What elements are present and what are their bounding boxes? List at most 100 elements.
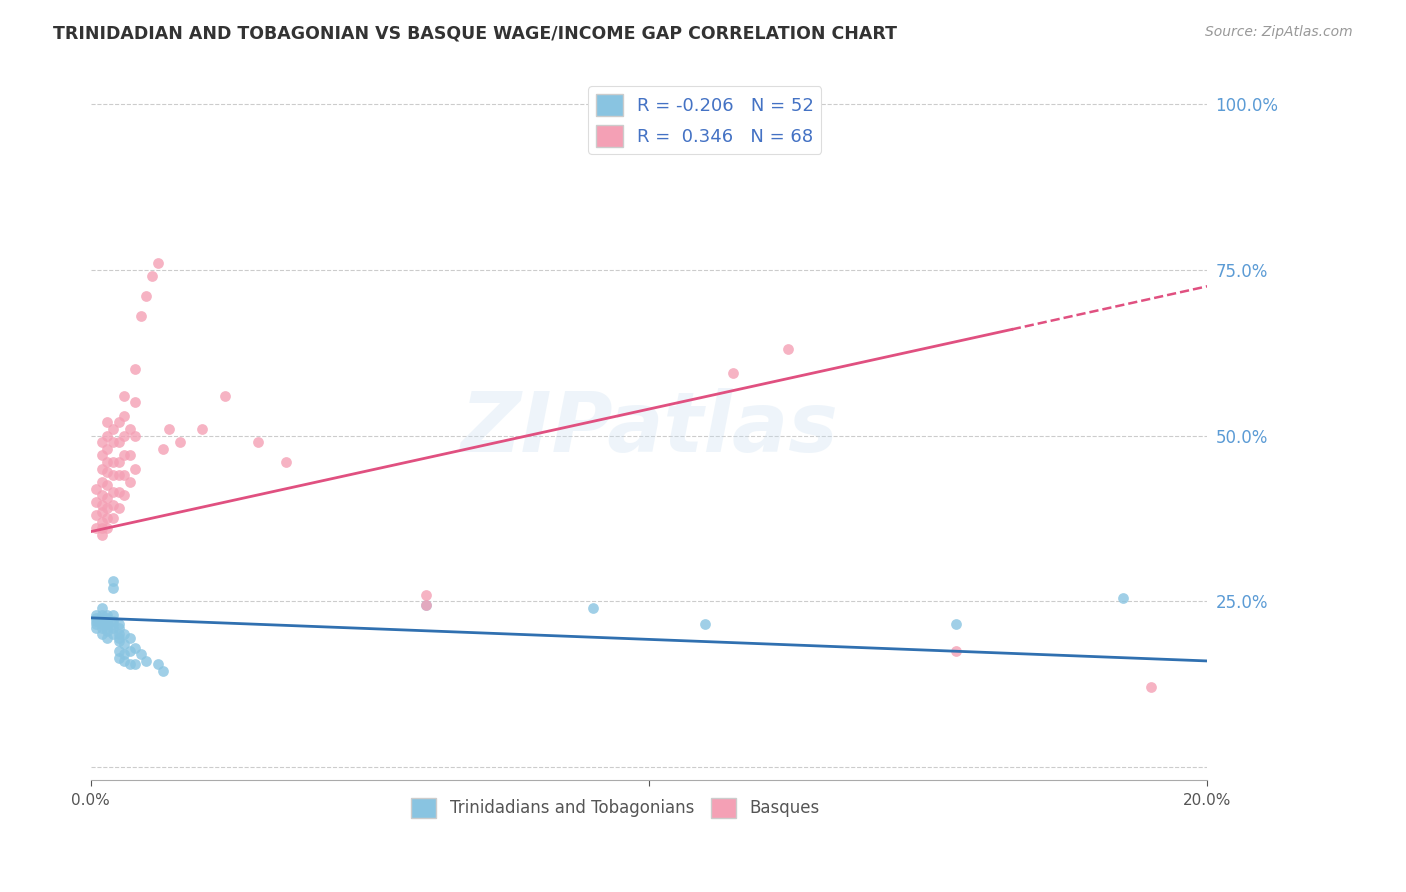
Point	[118, 449, 141, 463]
Point	[101, 621, 124, 635]
Point	[107, 501, 129, 516]
Point	[112, 654, 135, 668]
Point	[141, 269, 163, 284]
Point	[169, 435, 191, 450]
Point	[107, 644, 129, 658]
Point	[84, 621, 107, 635]
Point	[112, 468, 135, 483]
Point	[124, 362, 146, 376]
Point	[118, 422, 141, 436]
Legend: Trinidadians and Tobagonians, Basques: Trinidadians and Tobagonians, Basques	[405, 791, 827, 825]
Point	[84, 611, 107, 625]
Point	[101, 422, 124, 436]
Point	[101, 455, 124, 469]
Point	[90, 505, 112, 519]
Point	[90, 461, 112, 475]
Point	[101, 484, 124, 499]
Point	[101, 617, 124, 632]
Point	[96, 511, 118, 525]
Point	[96, 614, 118, 628]
Point	[90, 601, 112, 615]
Point	[90, 621, 112, 635]
Point	[101, 511, 124, 525]
Point	[124, 395, 146, 409]
Point	[90, 614, 112, 628]
Point	[135, 654, 157, 668]
Point	[101, 627, 124, 641]
Point	[146, 657, 169, 672]
Point	[112, 389, 135, 403]
Point	[107, 468, 129, 483]
Point	[129, 309, 152, 323]
Point	[945, 644, 967, 658]
Point	[96, 624, 118, 639]
Point	[101, 607, 124, 622]
Point	[112, 648, 135, 662]
Point	[90, 449, 112, 463]
Point	[415, 588, 437, 602]
Text: ZIPatlas: ZIPatlas	[460, 388, 838, 469]
Point	[107, 650, 129, 665]
Point	[84, 607, 107, 622]
Point	[415, 598, 437, 612]
Point	[107, 634, 129, 648]
Point	[96, 428, 118, 442]
Point	[96, 617, 118, 632]
Point	[96, 607, 118, 622]
Point	[96, 621, 118, 635]
Point	[157, 422, 180, 436]
Point	[101, 435, 124, 450]
Point	[90, 475, 112, 489]
Point	[112, 488, 135, 502]
Point	[90, 498, 112, 512]
Point	[693, 617, 716, 632]
Point	[415, 598, 437, 612]
Point	[90, 611, 112, 625]
Point	[124, 428, 146, 442]
Point	[107, 435, 129, 450]
Point	[191, 422, 214, 436]
Point	[101, 574, 124, 589]
Point	[112, 409, 135, 423]
Point	[107, 621, 129, 635]
Point	[107, 617, 129, 632]
Point	[90, 488, 112, 502]
Point	[84, 521, 107, 535]
Point	[247, 435, 270, 450]
Point	[84, 495, 107, 509]
Text: Source: ZipAtlas.com: Source: ZipAtlas.com	[1205, 25, 1353, 39]
Point	[107, 484, 129, 499]
Point	[107, 627, 129, 641]
Point	[84, 614, 107, 628]
Point	[96, 617, 118, 632]
Point	[90, 617, 112, 632]
Point	[112, 428, 135, 442]
Point	[152, 442, 174, 456]
Point	[90, 435, 112, 450]
Point	[118, 475, 141, 489]
Point	[118, 644, 141, 658]
Point	[778, 343, 800, 357]
Point	[124, 640, 146, 655]
Point	[96, 501, 118, 516]
Point	[90, 515, 112, 529]
Point	[274, 455, 297, 469]
Point	[112, 627, 135, 641]
Point	[118, 657, 141, 672]
Point	[96, 442, 118, 456]
Point	[152, 664, 174, 678]
Point	[96, 611, 118, 625]
Point	[101, 468, 124, 483]
Point	[84, 617, 107, 632]
Point	[107, 631, 129, 645]
Point	[90, 627, 112, 641]
Point	[84, 508, 107, 522]
Point	[96, 631, 118, 645]
Point	[112, 449, 135, 463]
Point	[112, 637, 135, 651]
Point	[124, 657, 146, 672]
Point	[118, 631, 141, 645]
Point	[135, 289, 157, 303]
Point	[582, 601, 605, 615]
Point	[146, 256, 169, 270]
